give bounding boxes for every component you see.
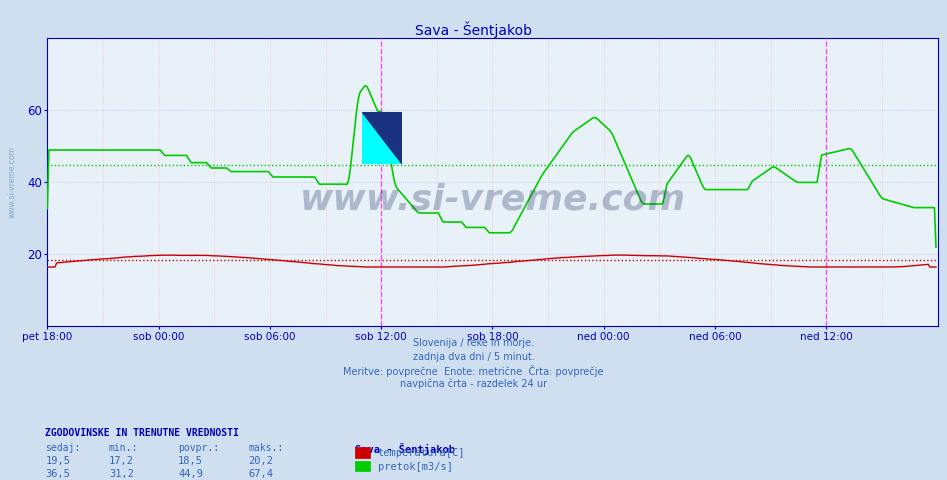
Text: navpična črta - razdelek 24 ur: navpična črta - razdelek 24 ur	[400, 379, 547, 389]
Text: Slovenija / reke in morje.: Slovenija / reke in morje.	[413, 338, 534, 348]
Text: povpr.:: povpr.:	[178, 443, 219, 453]
Text: 20,2: 20,2	[248, 456, 273, 466]
Text: pretok[m3/s]: pretok[m3/s]	[378, 462, 453, 471]
Text: Meritve: povprečne  Enote: metrične  Črta: povprečje: Meritve: povprečne Enote: metrične Črta:…	[343, 365, 604, 377]
Text: min.:: min.:	[109, 443, 138, 453]
Text: www.si-vreme.com: www.si-vreme.com	[8, 146, 17, 218]
Text: 19,5: 19,5	[45, 456, 70, 466]
Polygon shape	[362, 112, 402, 164]
Text: www.si-vreme.com: www.si-vreme.com	[299, 183, 686, 216]
Text: maks.:: maks.:	[248, 443, 283, 453]
Text: temperatura[C]: temperatura[C]	[378, 448, 465, 458]
Text: 31,2: 31,2	[109, 469, 134, 480]
Text: 18,5: 18,5	[178, 456, 203, 466]
Polygon shape	[362, 112, 402, 164]
Text: ZGODOVINSKE IN TRENUTNE VREDNOSTI: ZGODOVINSKE IN TRENUTNE VREDNOSTI	[45, 428, 240, 438]
Text: 36,5: 36,5	[45, 469, 70, 480]
Text: Sava - Šentjakob: Sava - Šentjakob	[355, 443, 456, 455]
Text: zadnja dva dni / 5 minut.: zadnja dva dni / 5 minut.	[413, 352, 534, 362]
Text: Sava - Šentjakob: Sava - Šentjakob	[415, 22, 532, 38]
Text: sedaj:: sedaj:	[45, 443, 80, 453]
Text: 44,9: 44,9	[178, 469, 203, 480]
Text: 67,4: 67,4	[248, 469, 273, 480]
Text: 17,2: 17,2	[109, 456, 134, 466]
